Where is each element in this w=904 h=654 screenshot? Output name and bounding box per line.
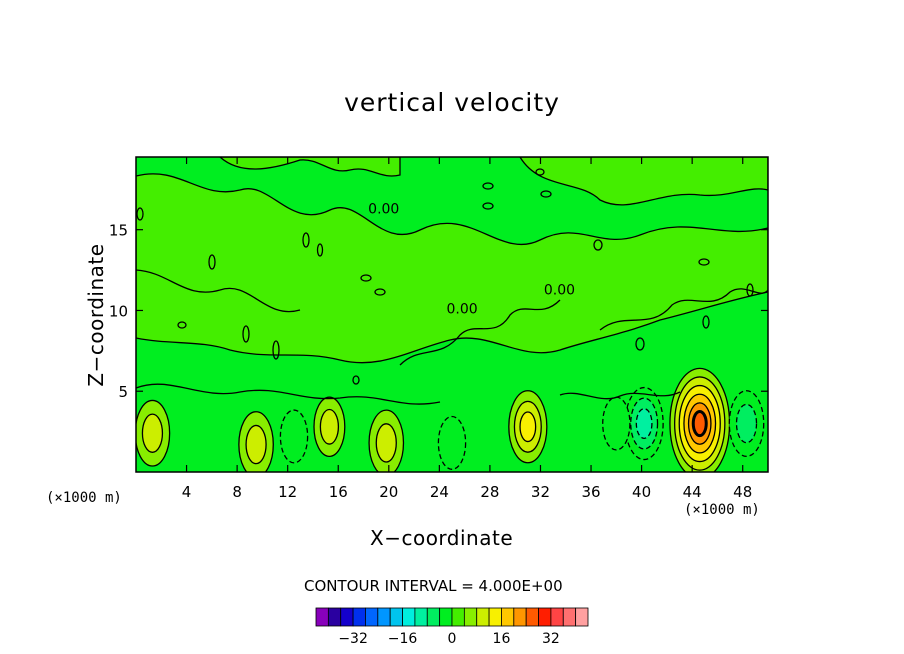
small-contours	[136, 168, 768, 405]
x-unit-right: (×1000 m)	[684, 502, 760, 518]
colorbar-swatch	[340, 607, 354, 627]
downdraft-cell-8	[279, 409, 309, 464]
colorbar-swatch	[575, 607, 589, 627]
downdraft-cell-7	[728, 390, 765, 457]
colorbar-swatch	[562, 607, 577, 627]
weak-updraft-band	[136, 173, 768, 364]
updraft-cell-4	[508, 390, 548, 464]
colorbar-swatch	[327, 607, 342, 627]
x-tick-label: 32	[531, 483, 550, 501]
contour-label-1: 0.00	[544, 282, 575, 298]
x-tick-label: 8	[232, 483, 242, 501]
downdraft-cell-9	[437, 415, 467, 470]
updraft-cell-1	[238, 411, 274, 472]
x-tick-label: 12	[278, 483, 297, 501]
x-axis-label: X−coordinate	[370, 526, 514, 550]
colorbar-swatch	[525, 607, 539, 627]
colorbar-tick-label: −32	[338, 631, 368, 647]
chart-title: vertical velocity	[344, 88, 560, 117]
updraft-cell-5	[669, 367, 731, 472]
colorbar-swatch	[352, 607, 366, 627]
y-axis-ticks: 5 10 15	[109, 222, 768, 401]
colorbar-swatch	[463, 607, 478, 627]
colorbar-swatch	[451, 607, 465, 627]
colorbar-swatch	[476, 607, 490, 627]
colorbar-swatch	[365, 607, 379, 627]
x-tick-label: 44	[683, 483, 702, 501]
colorbar-swatch	[538, 607, 552, 627]
x-tick-label: 4	[182, 483, 192, 501]
colorbar-swatch	[402, 607, 416, 627]
colorbar-swatch	[377, 607, 391, 627]
x-tick-label: 20	[379, 483, 398, 501]
x-tick-label: 24	[430, 483, 449, 501]
colorbar-tick-label: 0	[448, 631, 457, 647]
y-tick-label: 15	[109, 222, 128, 240]
colorbar-swatch	[414, 607, 428, 627]
y-axis-label: Z−coordinate	[84, 243, 108, 387]
x-unit-left: (×1000 m)	[46, 490, 122, 506]
x-tick-label: 16	[329, 483, 348, 501]
downdraft-cell-10	[602, 396, 631, 451]
plot-frame	[135, 156, 769, 473]
y-tick-label: 10	[109, 302, 128, 320]
colorbar-swatch	[389, 607, 403, 627]
updraft-cell-2	[313, 396, 346, 458]
colorbar: −32 −16 0 16 32	[315, 607, 589, 647]
colorbar-swatch	[315, 607, 329, 627]
colorbar-swatch	[439, 607, 453, 627]
updraft-cell-0	[136, 399, 171, 467]
updraft-cell-3	[368, 409, 405, 472]
x-tick-label: 48	[733, 483, 752, 501]
contour-label-0: 0.00	[368, 202, 399, 218]
colorbar-swatch	[550, 607, 564, 627]
weak-updraft-top	[219, 157, 401, 177]
x-axis-ticks: 4 8 12 16 20 24 28 32 36 40 44 48	[182, 157, 752, 501]
colorbar-swatch	[513, 607, 527, 627]
colorbar-tick-label: 16	[493, 631, 511, 647]
x-tick-label: 36	[581, 483, 600, 501]
x-tick-label: 28	[480, 483, 499, 501]
colorbar-swatch	[426, 607, 441, 627]
colorbar-tick-label: 32	[542, 631, 560, 647]
colorbar-tick-label: −16	[388, 631, 418, 647]
weak-updraft-top-right	[519, 157, 768, 206]
colorbar-swatch	[501, 607, 515, 627]
contour-label-2: 0.00	[447, 302, 478, 318]
downdraft-cell-6	[624, 386, 664, 461]
contour-labels: 0.00 0.00 0.00	[368, 202, 575, 318]
x-tick-label: 40	[632, 483, 651, 501]
y-tick-label: 5	[118, 383, 128, 401]
contour-interval-label: CONTOUR INTERVAL = 4.000E+00	[304, 577, 563, 595]
colorbar-swatch	[488, 607, 502, 627]
